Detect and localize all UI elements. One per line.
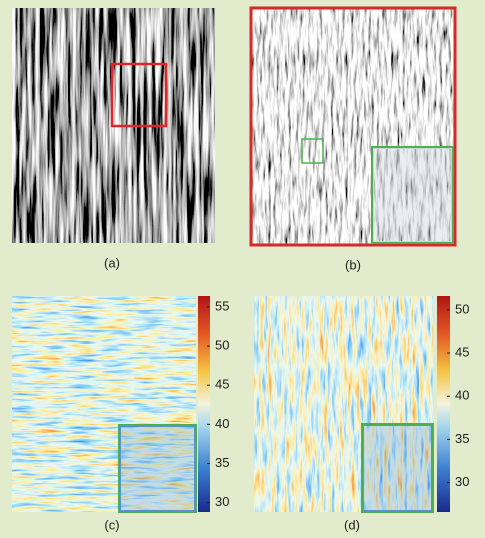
panel-label: (b) bbox=[345, 257, 361, 272]
panel-label: (a) bbox=[104, 255, 120, 270]
colorbar bbox=[437, 296, 450, 512]
colorbar bbox=[198, 296, 210, 512]
colorbar-tick-label: 45 bbox=[215, 377, 229, 392]
colorbar-tick-label: 35 bbox=[455, 431, 469, 446]
colorbar-tick-label: 40 bbox=[215, 416, 229, 431]
panel-a-image bbox=[12, 8, 215, 243]
colorbar-tick-label: 30 bbox=[215, 494, 229, 509]
colorbar-tick-label: 50 bbox=[455, 301, 469, 316]
panel-label: (d) bbox=[344, 517, 360, 532]
figure: (a) (b) (c) (d) 30 35 40 45 50 55 30 35 40 45 50 bbox=[0, 0, 485, 538]
colorbar-tick-label: 30 bbox=[455, 474, 469, 489]
colorbar-tick-label: 50 bbox=[215, 338, 229, 353]
colorbar-tick-label: 55 bbox=[215, 298, 229, 313]
panel-d-image bbox=[254, 296, 433, 512]
colorbar-tick-label: 40 bbox=[455, 388, 469, 403]
colorbar-tick-label: 35 bbox=[215, 455, 229, 470]
colorbar-tick-label: 45 bbox=[455, 344, 469, 359]
panel-label: (c) bbox=[104, 517, 119, 532]
panel-c-image bbox=[12, 296, 196, 512]
panel-b-image bbox=[251, 8, 455, 245]
